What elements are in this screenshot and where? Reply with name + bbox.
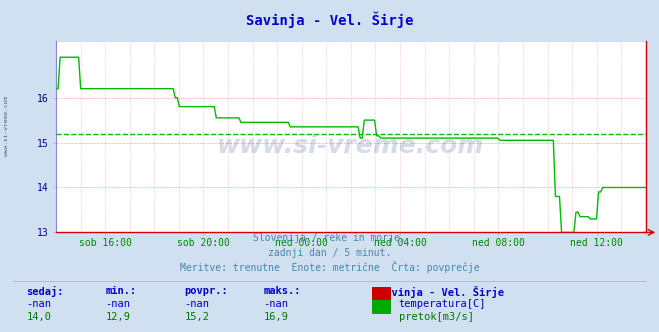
Text: Savinja - Vel. Širje: Savinja - Vel. Širje bbox=[379, 286, 504, 298]
Text: www.si-vreme.com: www.si-vreme.com bbox=[4, 96, 9, 156]
Text: -nan: -nan bbox=[26, 299, 51, 309]
Text: -nan: -nan bbox=[264, 299, 289, 309]
Text: sedaj:: sedaj: bbox=[26, 286, 64, 297]
Text: temperatura[C]: temperatura[C] bbox=[399, 299, 486, 309]
Text: pretok[m3/s]: pretok[m3/s] bbox=[399, 312, 474, 322]
Text: 15,2: 15,2 bbox=[185, 312, 210, 322]
Text: zadnji dan / 5 minut.: zadnji dan / 5 minut. bbox=[268, 248, 391, 258]
Text: Savinja - Vel. Širje: Savinja - Vel. Širje bbox=[246, 12, 413, 28]
Text: min.:: min.: bbox=[105, 286, 136, 296]
Text: maks.:: maks.: bbox=[264, 286, 301, 296]
Text: -nan: -nan bbox=[105, 299, 130, 309]
Text: Meritve: trenutne  Enote: metrične  Črta: povprečje: Meritve: trenutne Enote: metrične Črta: … bbox=[180, 261, 479, 273]
Text: 14,0: 14,0 bbox=[26, 312, 51, 322]
Text: 16,9: 16,9 bbox=[264, 312, 289, 322]
Text: povpr.:: povpr.: bbox=[185, 286, 228, 296]
Text: www.si-vreme.com: www.si-vreme.com bbox=[217, 134, 484, 158]
Text: Slovenija / reke in morje.: Slovenija / reke in morje. bbox=[253, 233, 406, 243]
Text: 12,9: 12,9 bbox=[105, 312, 130, 322]
Text: -nan: -nan bbox=[185, 299, 210, 309]
